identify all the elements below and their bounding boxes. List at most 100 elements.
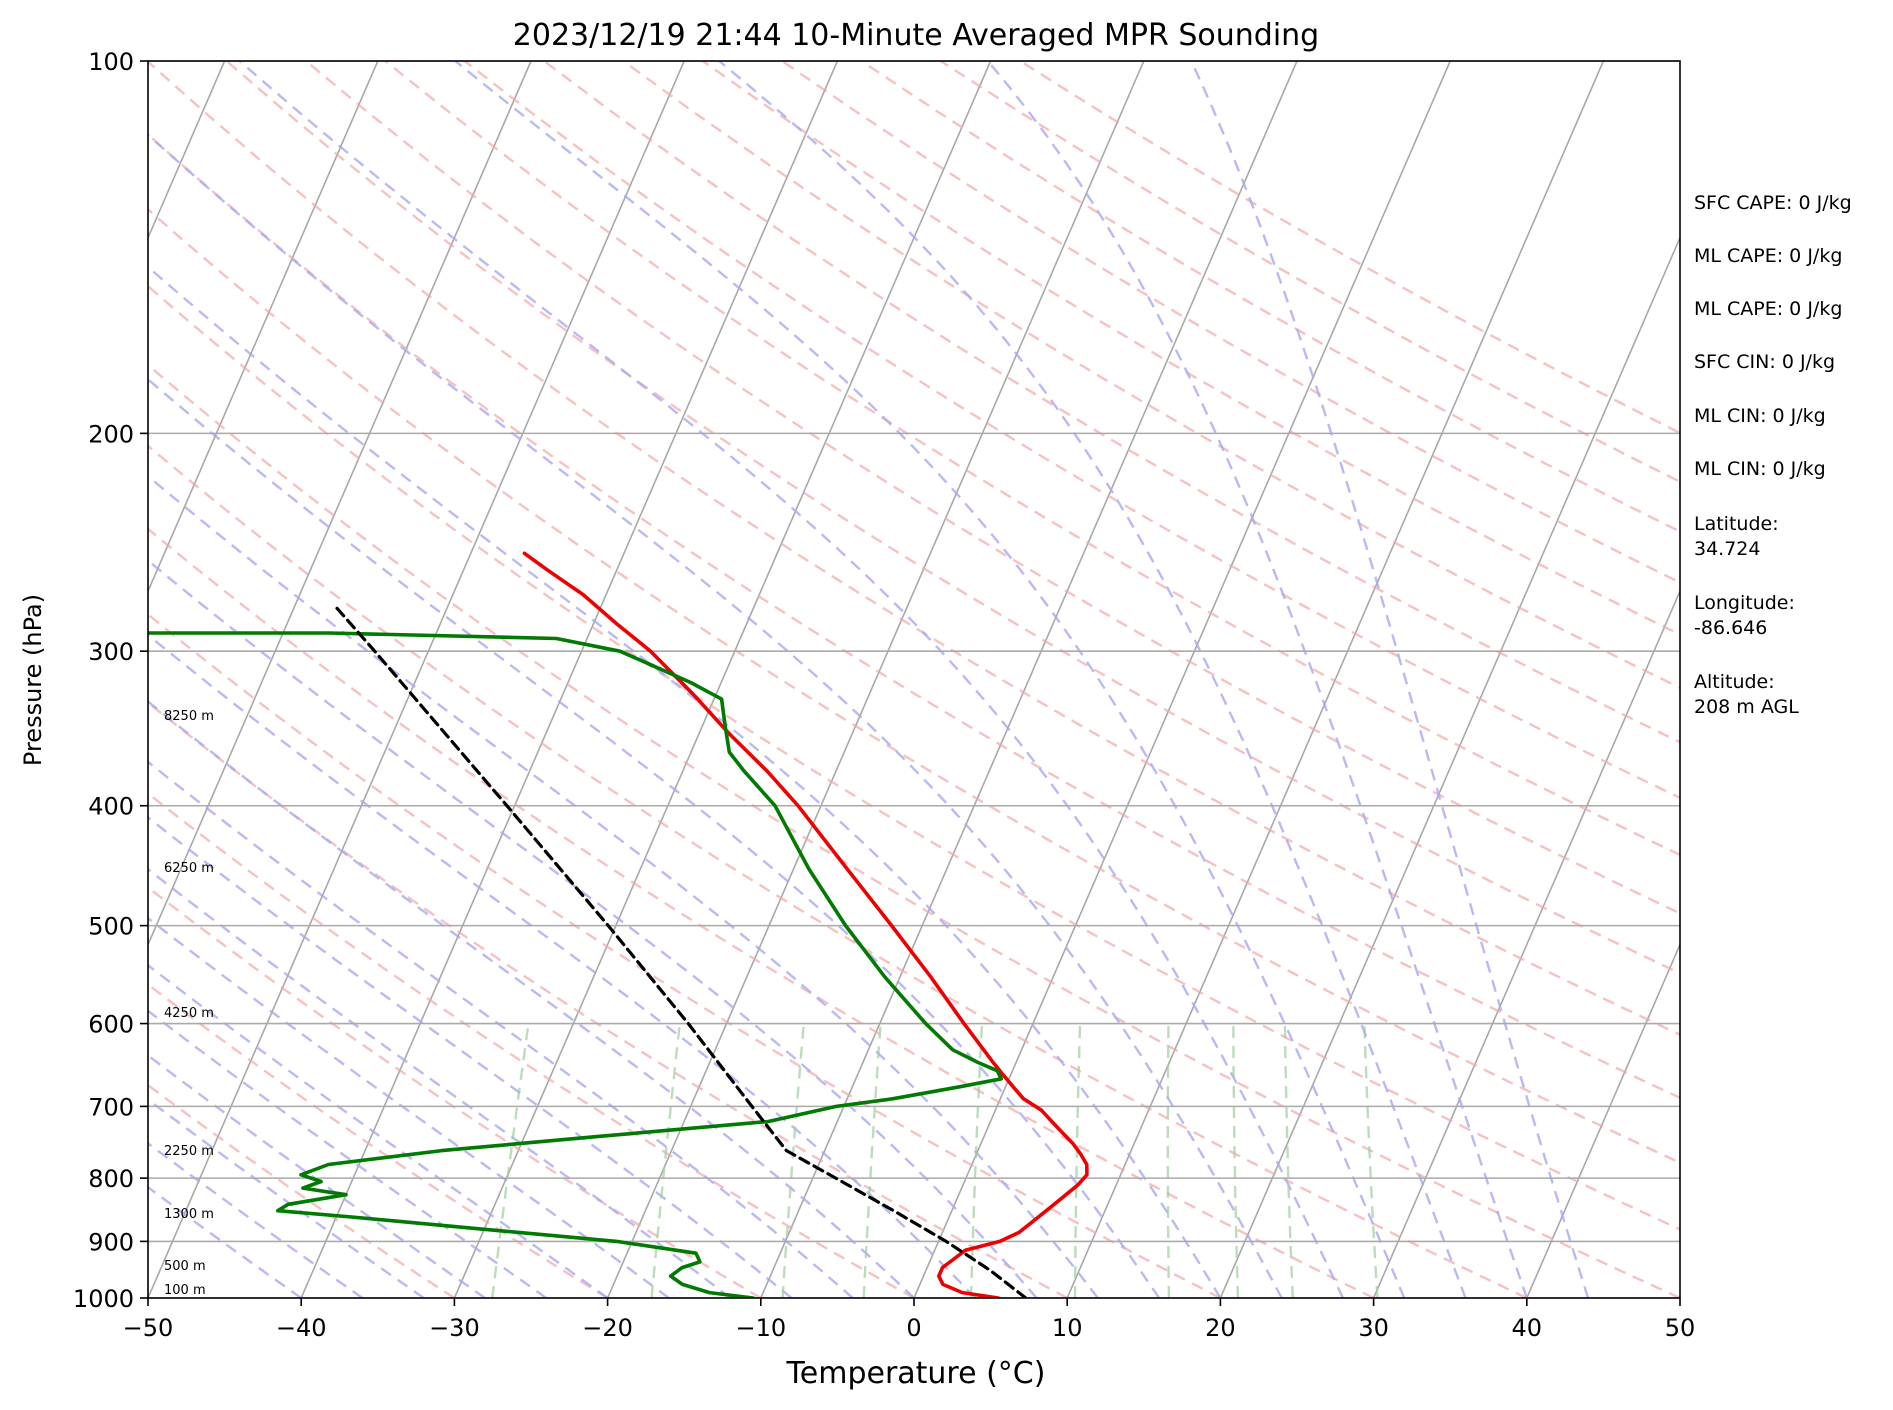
dry-adiabat-line [148,132,1680,1100]
y-tick-label: 300 [88,638,134,666]
dry-adiabat-line [148,61,1680,1037]
moist-adiabat-line [148,474,1099,1298]
height-label: 500 m [164,1259,206,1274]
moist-adiabat-line [1190,61,1590,1298]
height-label: 8250 m [164,709,214,724]
y-tick-label: 700 [88,1093,134,1121]
moist-adiabat-line [148,867,731,1298]
y-tick-label: 800 [88,1165,134,1193]
isotherm-line [453,61,992,1298]
isotherm-line [1372,589,1680,1298]
x-axis-ticks: −50 −40 −30 −20 −10 0 10 20 30 40 50 [123,1298,1696,1342]
stat-altitude-value: 208 m AGL [1694,696,1799,718]
moist-adiabat-line [148,377,1161,1298]
stat-longitude-label: Longitude: [1694,592,1795,614]
dry-adiabat-line [543,61,1680,744]
isotherm-line [760,61,1298,1298]
moist-adiabat-line [148,559,1038,1298]
stats-panel: SFC CAPE: 0 J/kg ML CAPE: 0 J/kg ML CAPE… [1694,192,1852,718]
isotherm-line [148,61,685,1298]
x-tick-label: 50 [1665,1314,1696,1342]
x-tick-label: 40 [1512,1314,1543,1342]
isotherm-line [300,61,839,1298]
isotherm-line [148,61,379,594]
dry-adiabat-line [148,612,1221,1298]
dry-adiabat-line [781,61,1680,584]
y-axis-label: Pressure (hPa) [19,594,47,766]
x-tick-label: −30 [429,1314,480,1342]
mixing-ratio-line [862,1023,882,1298]
y-tick-label: 1000 [73,1285,134,1313]
chart-title: 2023/12/19 21:44 10-Minute Averaged MPR … [513,18,1319,53]
moist-adiabat-line [148,1098,425,1298]
height-label: 1300 m [164,1207,214,1222]
y-tick-label: 200 [88,420,134,448]
x-tick-label: −40 [276,1314,327,1342]
moist-adiabat-line [986,61,1528,1298]
isotherm-line [148,61,532,947]
dry-adiabat-line [148,983,609,1298]
mixing-ratio-line [1232,1023,1240,1298]
stat-ml-cape-1: ML CAPE: 0 J/kg [1694,245,1842,267]
mixing-ratio-line [1283,1023,1294,1298]
mixing-ratio-line [491,1023,530,1298]
moist-adiabat-line [148,633,977,1298]
moist-adiabat-line [148,1009,547,1298]
dry-adiabat-line [148,207,1680,1164]
moist-adiabat-line [718,61,1467,1298]
x-tick-label: 0 [906,1314,921,1342]
moist-adiabat-line [148,963,609,1298]
dry-adiabat-line [148,363,1680,1298]
stat-longitude-value: -86.646 [1694,617,1767,639]
height-label: 4250 m [164,1006,214,1021]
stat-ml-cape-2: ML CAPE: 0 J/kg [1694,298,1842,320]
stat-sfc-cape: SFC CAPE: 0 J/kg [1694,192,1852,214]
stat-ml-cin-1: ML CIN: 0 J/kg [1694,405,1826,427]
y-tick-label: 400 [88,793,134,821]
dry-adiabat-line [622,61,1680,690]
mixing-ratio-line [781,1023,805,1298]
y-axis-ticks: 1000 900 800 700 600 500 400 300 200 100 [73,48,148,1313]
isotherm-line [1219,235,1680,1298]
y-tick-label: 100 [88,48,134,76]
moist-adiabat-line [148,699,915,1298]
plot-frame [147,60,1681,1299]
moist-adiabat-line [454,61,1406,1298]
moist-adiabat-line [148,916,670,1298]
dry-adiabat-line [305,61,1680,915]
moist-adiabat-line [148,1185,302,1298]
stat-latitude-value: 34.724 [1694,538,1760,560]
moist-adiabat-line [148,815,793,1298]
stat-sfc-cin: SFC CIN: 0 J/kg [1694,351,1835,373]
moist-adiabat-line [148,760,854,1298]
dry-adiabat-line [148,527,1375,1298]
parcel-profile-line [332,602,1028,1298]
stat-ml-cin-2: ML CIN: 0 J/kg [1694,458,1826,480]
height-label: 100 m [164,1283,206,1298]
y-tick-label: 900 [88,1228,134,1256]
x-tick-label: −10 [735,1314,786,1342]
dry-adiabat-line [148,1083,456,1298]
stat-latitude-label: Latitude: [1694,513,1779,535]
x-tick-label: 10 [1052,1314,1083,1342]
y-tick-label: 600 [88,1011,134,1039]
x-tick-label: 20 [1205,1314,1236,1342]
mixing-ratio-line [1073,1023,1082,1298]
isotherm-line [606,61,1145,1298]
x-tick-label: 30 [1358,1314,1389,1342]
isotherm-line [1066,61,1605,1298]
moist-adiabat-line [238,61,1345,1298]
dry-adiabat-line [384,61,1680,857]
moist-adiabat-line [148,265,1222,1298]
y-tick-label: 500 [88,913,134,941]
height-label: 6250 m [164,861,214,876]
moist-adiabat-line [148,1053,486,1298]
dry-adiabat-line [148,284,1680,1231]
sounding-profiles [148,551,1089,1298]
x-tick-label: −50 [123,1314,174,1342]
x-tick-label: −20 [582,1314,633,1342]
background-lines [148,61,1680,1298]
temperature-profile-line [522,551,1089,1298]
